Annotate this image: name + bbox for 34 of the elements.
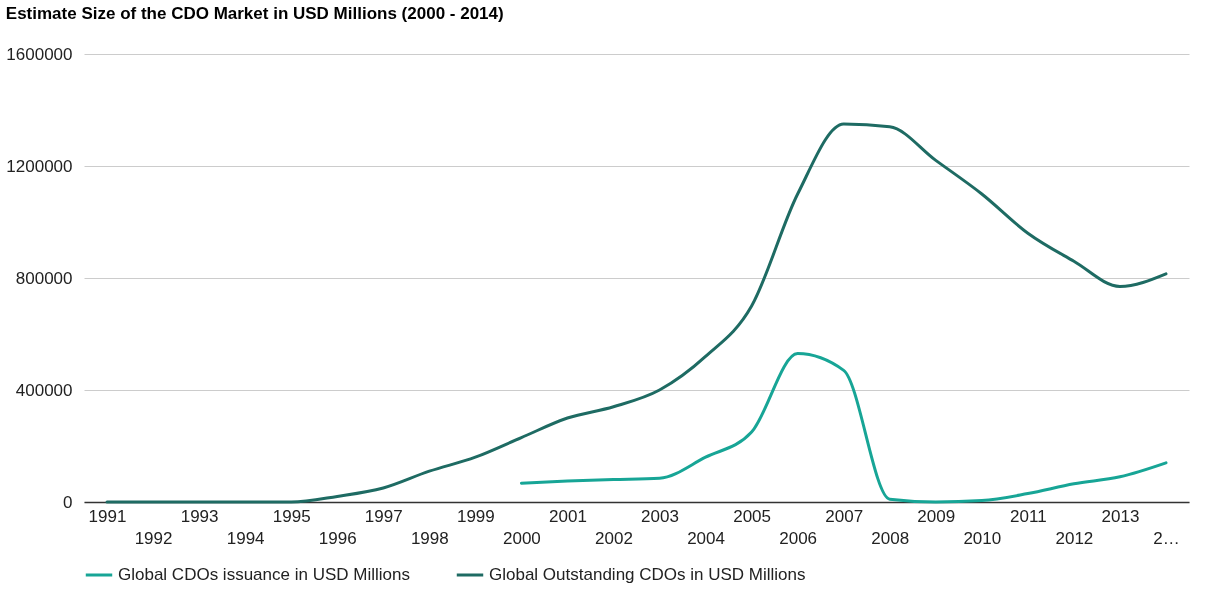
x-tick-label: 1991 [88, 506, 127, 526]
y-tick-label: 0 [63, 492, 73, 512]
x-tick-label: 2003 [641, 506, 679, 526]
x-tick-label: 1996 [318, 528, 357, 548]
x-tick-label: 1997 [364, 506, 403, 526]
legend-label: Global CDOs issuance in USD Millions [118, 565, 410, 584]
x-tick-label: 1994 [226, 528, 265, 548]
x-tick-label: 2006 [779, 528, 818, 548]
y-tick-label: 1200000 [6, 156, 73, 176]
x-tick-label: 2005 [733, 506, 772, 526]
line-series [105, 122, 1168, 504]
x-tick-label: 2… [1153, 528, 1180, 548]
x-tick-label: 2012 [1055, 528, 1094, 548]
x-tick-label: 2001 [549, 506, 587, 526]
x-tick-label: 2011 [1010, 506, 1047, 526]
chart-title: Estimate Size of the CDO Market in USD Millions (2000 - 2014) [5, 4, 504, 23]
y-tick-label: 400000 [15, 380, 73, 400]
x-tick-label: 2013 [1101, 506, 1140, 526]
x-tick-label: 2000 [502, 528, 541, 548]
x-tick-label: 2007 [825, 506, 864, 526]
x-tick-label: 2009 [917, 506, 956, 526]
x-tick-label: 1992 [134, 528, 173, 548]
x-tick-label: 1998 [410, 528, 449, 548]
x-tick-label: 1999 [456, 506, 495, 526]
x-tick-label: 1995 [272, 506, 311, 526]
line-series [519, 352, 1168, 504]
y-tick-label: 800000 [15, 268, 73, 288]
x-tick-label: 2002 [595, 528, 633, 548]
x-tick-label: 2008 [871, 528, 910, 548]
x-tick-label: 2010 [963, 528, 1002, 548]
y-tick-label: 1600000 [6, 44, 73, 64]
x-tick-label: 2004 [687, 528, 725, 548]
legend-label: Global Outstanding CDOs in USD Millions [489, 565, 806, 584]
x-tick-label: 1993 [180, 506, 219, 526]
